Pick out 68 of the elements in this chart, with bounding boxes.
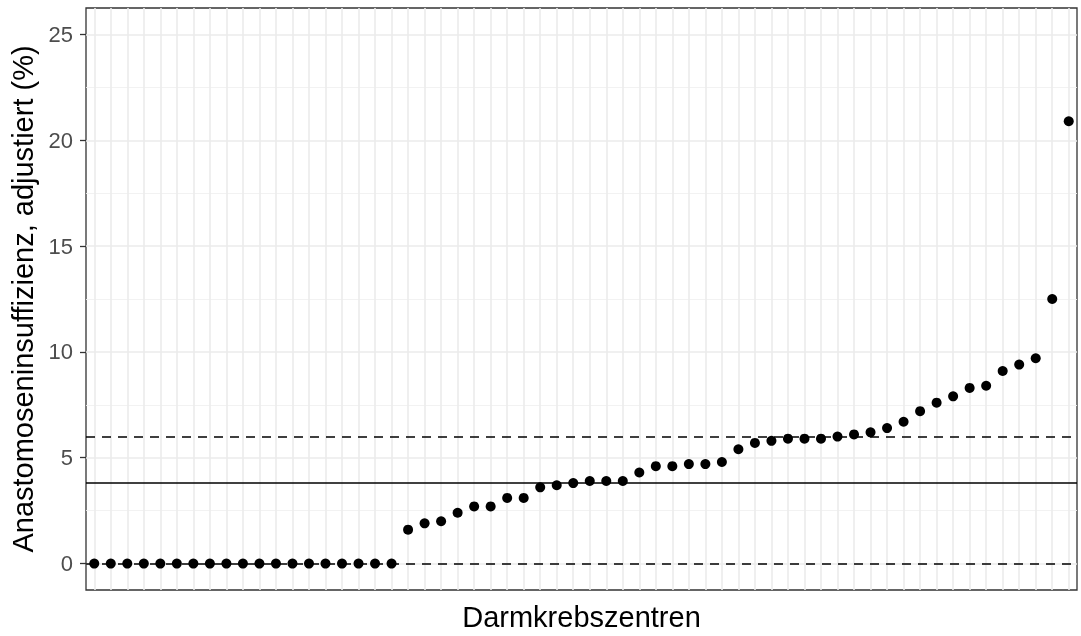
point xyxy=(188,558,199,569)
point xyxy=(981,380,992,391)
point xyxy=(270,558,281,569)
point xyxy=(204,558,215,569)
point xyxy=(1030,353,1041,364)
point xyxy=(816,433,826,444)
point xyxy=(320,558,331,569)
point xyxy=(865,427,876,438)
point xyxy=(518,492,529,503)
point xyxy=(700,459,711,470)
point xyxy=(766,435,777,446)
point xyxy=(403,524,414,535)
point xyxy=(370,558,381,569)
point xyxy=(419,518,430,529)
point xyxy=(254,558,265,569)
point xyxy=(898,416,909,427)
y-tick-label: 0 xyxy=(60,551,73,577)
point xyxy=(568,478,579,489)
point xyxy=(799,433,810,444)
point xyxy=(782,433,793,444)
point xyxy=(931,397,942,408)
point xyxy=(155,558,166,569)
point xyxy=(601,476,612,486)
point xyxy=(849,429,860,440)
point xyxy=(716,456,727,467)
point xyxy=(122,558,133,569)
y-tick-label: 10 xyxy=(48,339,73,365)
point xyxy=(502,492,513,503)
y-axis-title: Anastomoseninsuffizienz, adjustiert (%) xyxy=(7,45,40,553)
point xyxy=(287,558,298,569)
y-tick-label: 20 xyxy=(48,127,73,153)
point xyxy=(551,480,562,491)
point xyxy=(303,558,314,569)
point xyxy=(485,501,496,512)
point xyxy=(89,558,100,569)
point xyxy=(948,391,959,402)
x-axis-title: Darmkrebszentren xyxy=(462,600,701,633)
point xyxy=(915,406,926,417)
point xyxy=(749,437,760,448)
point xyxy=(882,423,893,434)
point xyxy=(964,382,975,393)
point xyxy=(683,459,694,470)
point xyxy=(584,476,595,486)
point xyxy=(171,558,182,569)
point xyxy=(1014,359,1025,370)
point xyxy=(221,558,232,569)
point xyxy=(1063,116,1074,127)
point xyxy=(832,431,843,442)
point xyxy=(105,558,116,569)
point xyxy=(452,507,463,518)
point xyxy=(386,558,397,569)
point xyxy=(733,444,744,455)
point xyxy=(138,558,149,569)
point xyxy=(634,467,645,478)
y-tick-label: 15 xyxy=(48,233,73,259)
y-tick-label: 25 xyxy=(48,21,73,47)
point xyxy=(667,461,678,472)
point xyxy=(353,558,364,569)
point xyxy=(617,476,628,486)
point xyxy=(650,461,661,472)
y-tick-label: 5 xyxy=(60,445,73,471)
point xyxy=(469,501,480,512)
point xyxy=(997,365,1008,376)
point xyxy=(237,558,248,569)
point xyxy=(535,482,546,493)
point xyxy=(1047,294,1058,304)
point xyxy=(436,516,447,527)
point xyxy=(337,558,348,569)
